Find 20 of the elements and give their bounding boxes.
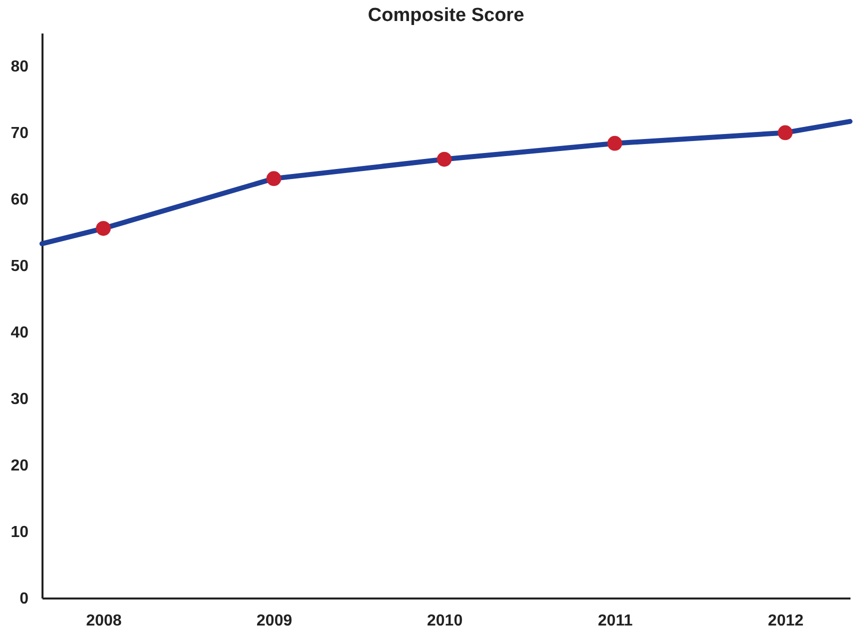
x-tick-label: 2010: [427, 612, 463, 630]
point: [778, 125, 793, 140]
point: [607, 136, 622, 151]
y-tick-label: 40: [10, 324, 29, 342]
x-tick-label: 2011: [598, 612, 633, 630]
y-tick-label: 0: [20, 590, 29, 608]
x-tick-label: 2012: [768, 612, 804, 630]
y-tick-label: 30: [10, 391, 29, 408]
x-tick-label: 2008: [86, 612, 122, 630]
chart-title: Composite Score: [368, 5, 524, 26]
y-tick-label: 60: [10, 192, 29, 209]
y-tick-label: 70: [10, 125, 29, 142]
point: [266, 171, 282, 186]
y-tick-label: 10: [10, 524, 29, 542]
y-tick-label: 20: [10, 458, 29, 475]
x-tick-label: 2009: [256, 612, 292, 630]
y-tick-label: 50: [10, 258, 29, 276]
point: [436, 152, 452, 167]
y-tick-label: 80: [10, 58, 29, 76]
point: [96, 221, 111, 236]
